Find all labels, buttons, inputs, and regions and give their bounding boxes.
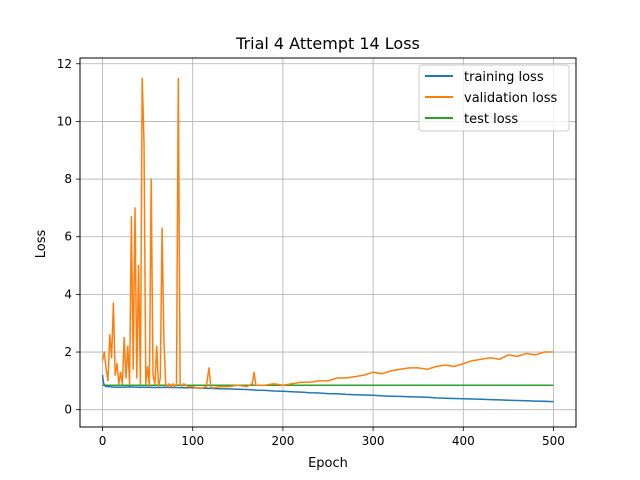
x-tick-label: 200	[271, 434, 294, 448]
x-tick-label: 0	[99, 434, 107, 448]
axes: 0 100 200 300 400 500 0 2 4 6 8 10 12	[57, 57, 565, 448]
y-tick-label: 12	[57, 57, 72, 71]
legend-label-validation: validation loss	[464, 91, 557, 106]
legend-box	[418, 64, 570, 132]
legend-label-training: training loss	[464, 70, 544, 85]
x-tick-label: 300	[362, 434, 385, 448]
y-tick-label: 2	[64, 345, 72, 359]
x-axis-label: Epoch	[308, 456, 348, 471]
legend: training loss validation loss test loss	[418, 64, 570, 132]
plot-frame	[79, 57, 577, 428]
validation-loss-line	[101, 77, 554, 389]
legend-label-test: test loss	[464, 112, 518, 127]
y-tick-label: 10	[57, 114, 72, 128]
y-tick-label: 8	[64, 172, 72, 186]
y-axis-label: Loss	[34, 230, 49, 259]
y-tick-label: 6	[64, 230, 72, 244]
chart-title: Trial 4 Attempt 14 Loss	[235, 34, 420, 53]
y-tick-label: 4	[64, 287, 72, 301]
x-tick-label: 400	[452, 434, 475, 448]
training-loss-line	[101, 375, 554, 403]
series-lines	[101, 77, 554, 403]
x-tick-label: 500	[542, 434, 565, 448]
x-tick-label: 100	[181, 434, 204, 448]
y-tick-label: 0	[64, 403, 72, 417]
